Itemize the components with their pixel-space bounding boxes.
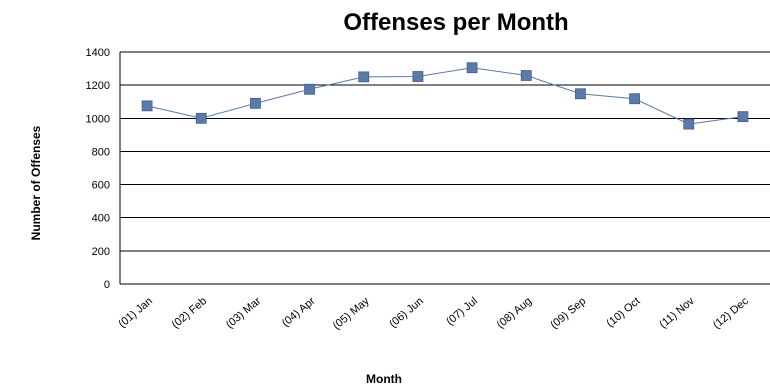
- y-tick-label: 1000: [86, 113, 110, 125]
- series-offenses: [141, 62, 749, 130]
- data-point: [304, 83, 315, 95]
- y-axis-label: Number of Offenses: [29, 125, 43, 240]
- x-tick-label: (08) Aug: [495, 295, 535, 331]
- data-point: [250, 97, 261, 109]
- y-tick-label: 1400: [86, 47, 110, 59]
- data-point: [737, 111, 749, 123]
- x-tick-label: (10) Oct: [604, 295, 642, 330]
- data-point: [195, 112, 207, 124]
- data-point: [683, 118, 695, 130]
- x-tick-label: (01) Jan: [116, 295, 155, 330]
- data-point: [629, 93, 640, 105]
- data-point: [520, 70, 532, 81]
- gridlines: [119, 51, 770, 285]
- y-tick-labels: 0 200 400 600 800 1000 1200 1400: [86, 47, 110, 291]
- y-tick-label: 400: [92, 213, 110, 225]
- data-point: [466, 62, 478, 74]
- data-point: [141, 100, 153, 112]
- x-tick-label: (04) Apr: [280, 295, 318, 330]
- x-tick-labels: (01) Jan (02) Feb (03) Mar (04) Apr (05) May…: [116, 295, 751, 332]
- x-axis-label: Month: [366, 372, 402, 386]
- x-tick-label: (07) Jul: [444, 295, 480, 328]
- x-tick-label: (12) Dec: [711, 295, 751, 332]
- y-tick-label: 800: [92, 146, 110, 158]
- y-tick-label: 1200: [86, 80, 110, 92]
- y-tick-label: 600: [92, 180, 110, 192]
- y-tick-label: 0: [104, 279, 110, 291]
- data-point: [575, 88, 586, 100]
- x-tick-label: (09) Sep: [548, 295, 588, 331]
- series-line: [146, 67, 743, 125]
- chart-title: Offenses per Month: [343, 9, 568, 36]
- y-tick-label: 200: [92, 246, 110, 258]
- x-tick-label: (05) May: [331, 295, 372, 332]
- data-point: [412, 71, 424, 82]
- x-tick-label: (02) Feb: [170, 295, 210, 331]
- x-tick-label: (11) Nov: [657, 295, 697, 331]
- x-tick-label: (06) Jun: [387, 295, 426, 330]
- data-point: [358, 71, 370, 83]
- x-tick-label: (03) Mar: [224, 295, 264, 331]
